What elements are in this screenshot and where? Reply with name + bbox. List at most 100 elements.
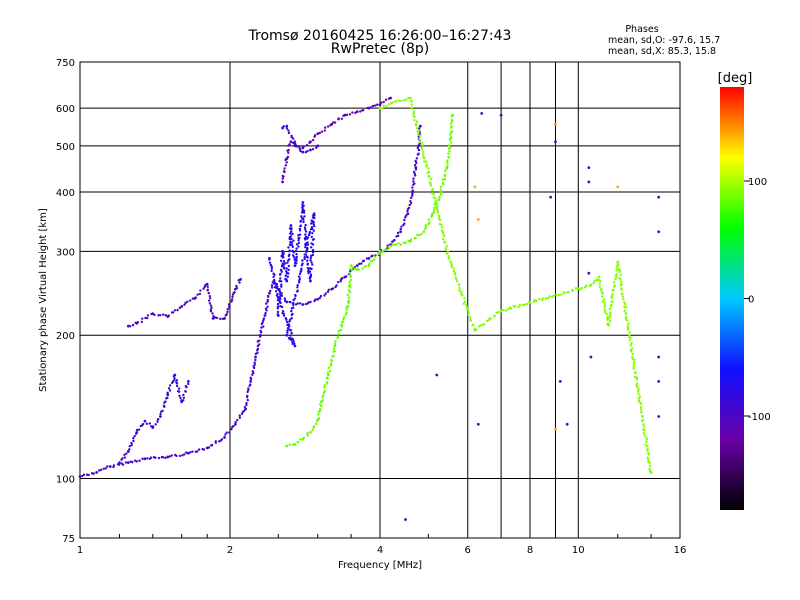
data-point [121, 463, 125, 466]
data-point [485, 319, 489, 323]
data-point [283, 297, 286, 300]
data-point [281, 250, 284, 253]
data-point [283, 167, 286, 170]
data-point [348, 267, 352, 270]
data-point [429, 184, 433, 187]
data-point [345, 311, 348, 314]
data-point [126, 450, 130, 453]
data-point [444, 241, 447, 244]
data-point [355, 264, 359, 268]
data-point [471, 323, 474, 327]
data-point [535, 299, 538, 303]
data-point [285, 300, 289, 304]
data-point [305, 237, 309, 240]
data-point [223, 316, 226, 320]
data-point [452, 269, 455, 273]
data-point [292, 251, 295, 254]
data-point [78, 475, 82, 478]
data-point [175, 378, 179, 382]
data-point [187, 382, 190, 386]
data-point [416, 130, 419, 133]
data-point [455, 280, 459, 283]
data-point [264, 307, 268, 310]
data-point [289, 300, 292, 304]
data-point [554, 122, 557, 126]
data-point [449, 136, 453, 140]
data-point [323, 126, 327, 129]
data-point [410, 100, 414, 103]
data-point [287, 151, 290, 154]
data-point [420, 232, 423, 236]
data-point [326, 290, 330, 293]
data-point [323, 129, 326, 132]
data-point [424, 227, 427, 231]
data-point [411, 192, 414, 196]
data-point [235, 284, 238, 288]
data-point [225, 431, 228, 434]
data-point [128, 448, 131, 451]
data-point [348, 272, 351, 275]
data-point [196, 450, 199, 453]
data-point [209, 309, 213, 313]
data-point [298, 302, 302, 305]
data-point [294, 294, 297, 298]
data-point [298, 147, 302, 151]
data-point [312, 237, 315, 241]
data-point [347, 289, 351, 292]
data-point [343, 113, 347, 117]
data-point [230, 427, 233, 431]
data-point [410, 107, 414, 111]
data-point [287, 246, 290, 249]
data-point [266, 294, 270, 298]
data-point [270, 269, 273, 273]
data-point [256, 344, 260, 348]
data-point [576, 287, 580, 290]
data-point [196, 293, 199, 296]
data-point [230, 300, 233, 303]
data-point [627, 322, 630, 325]
data-point [296, 283, 299, 287]
data-point [311, 216, 315, 219]
data-point [178, 394, 181, 398]
data-point [457, 283, 461, 287]
data-point [186, 379, 190, 383]
data-point [644, 443, 647, 446]
data-point [330, 122, 334, 126]
data-point [272, 278, 276, 282]
data-point [367, 264, 371, 268]
data-point [309, 300, 312, 304]
data-point [304, 244, 308, 247]
data-point [399, 99, 402, 103]
data-point [403, 222, 406, 225]
data-point [329, 364, 333, 367]
data-point [428, 175, 431, 179]
data-point [587, 166, 591, 170]
data-point [430, 188, 434, 192]
data-point [292, 301, 295, 305]
data-point [482, 323, 486, 326]
data-point [432, 210, 436, 214]
data-point [302, 218, 305, 221]
data-point [381, 106, 384, 110]
data-point [293, 140, 297, 143]
data-point [207, 446, 211, 449]
data-point [389, 96, 392, 100]
data-point [436, 208, 439, 212]
data-point [657, 379, 661, 383]
data-point [289, 140, 293, 144]
data-point [289, 235, 293, 238]
data-point [449, 146, 452, 149]
data-point [291, 443, 295, 446]
data-point [299, 224, 303, 227]
data-point [268, 261, 272, 264]
data-point [280, 270, 284, 273]
data-point [258, 339, 261, 342]
data-point [294, 249, 298, 253]
data-point [301, 259, 304, 262]
data-point [194, 296, 197, 299]
colorbar-ticks: 100 0 -100 [744, 177, 771, 423]
data-point [191, 297, 195, 300]
data-point [276, 302, 280, 306]
data-point [157, 417, 160, 421]
data-point [126, 461, 130, 465]
